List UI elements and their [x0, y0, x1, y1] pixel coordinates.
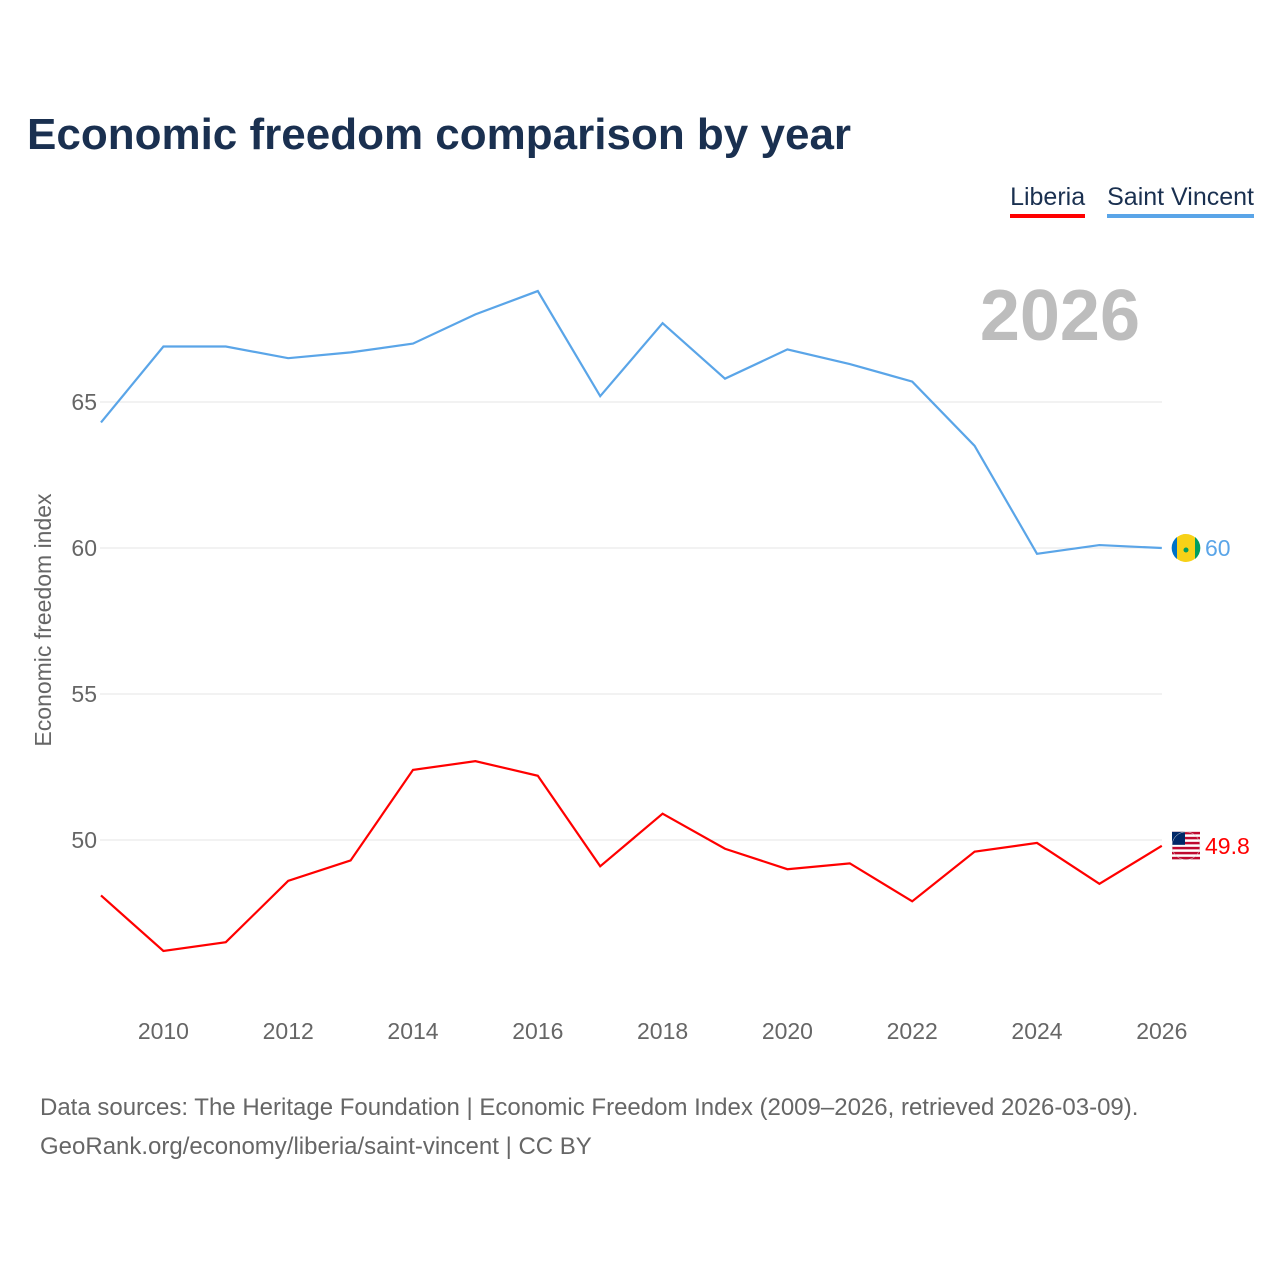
chart-title: Economic freedom comparison by year: [27, 110, 852, 159]
y-tick-label: 65: [71, 389, 97, 415]
source-line-1: Data sources: The Heritage Foundation | …: [40, 1094, 1139, 1121]
y-tick-label: 55: [71, 681, 97, 707]
x-tick-label: 2010: [138, 1018, 189, 1044]
x-tick-label: 2022: [887, 1018, 938, 1044]
liberia-flag-icon: [1171, 831, 1201, 861]
x-tick-label: 2018: [637, 1018, 688, 1044]
source-note: Data sources: The Heritage Foundation | …: [40, 1088, 1138, 1166]
saint-vincent-flag-icon: [1171, 534, 1201, 562]
x-tick-label: 2014: [387, 1018, 438, 1044]
legend-liberia[interactable]: Liberia: [1010, 183, 1086, 218]
legend: Liberia Saint Vincent: [1010, 183, 1254, 218]
series-line-liberia: [100, 760, 1163, 953]
y-axis-label: Economic freedom index: [30, 493, 56, 747]
x-tick-label: 2024: [1011, 1018, 1062, 1044]
source-line-2[interactable]: GeoRank.org/economy/liberia/saint-vincen…: [40, 1133, 592, 1160]
y-tick-label: 50: [71, 827, 97, 853]
x-tick-label: 2016: [512, 1018, 563, 1044]
end-value-label: 49.8: [1205, 833, 1250, 859]
x-tick-label: 2020: [762, 1018, 813, 1044]
year-watermark: 2026: [980, 276, 1140, 356]
y-tick-label: 60: [71, 535, 97, 561]
x-tick-label: 2026: [1136, 1018, 1187, 1044]
legend-saint-vincent[interactable]: Saint Vincent: [1107, 183, 1254, 218]
x-tick-label: 2012: [263, 1018, 314, 1044]
end-value-label: 60: [1205, 535, 1231, 561]
series-line-saint-vincent: [100, 289, 1162, 556]
